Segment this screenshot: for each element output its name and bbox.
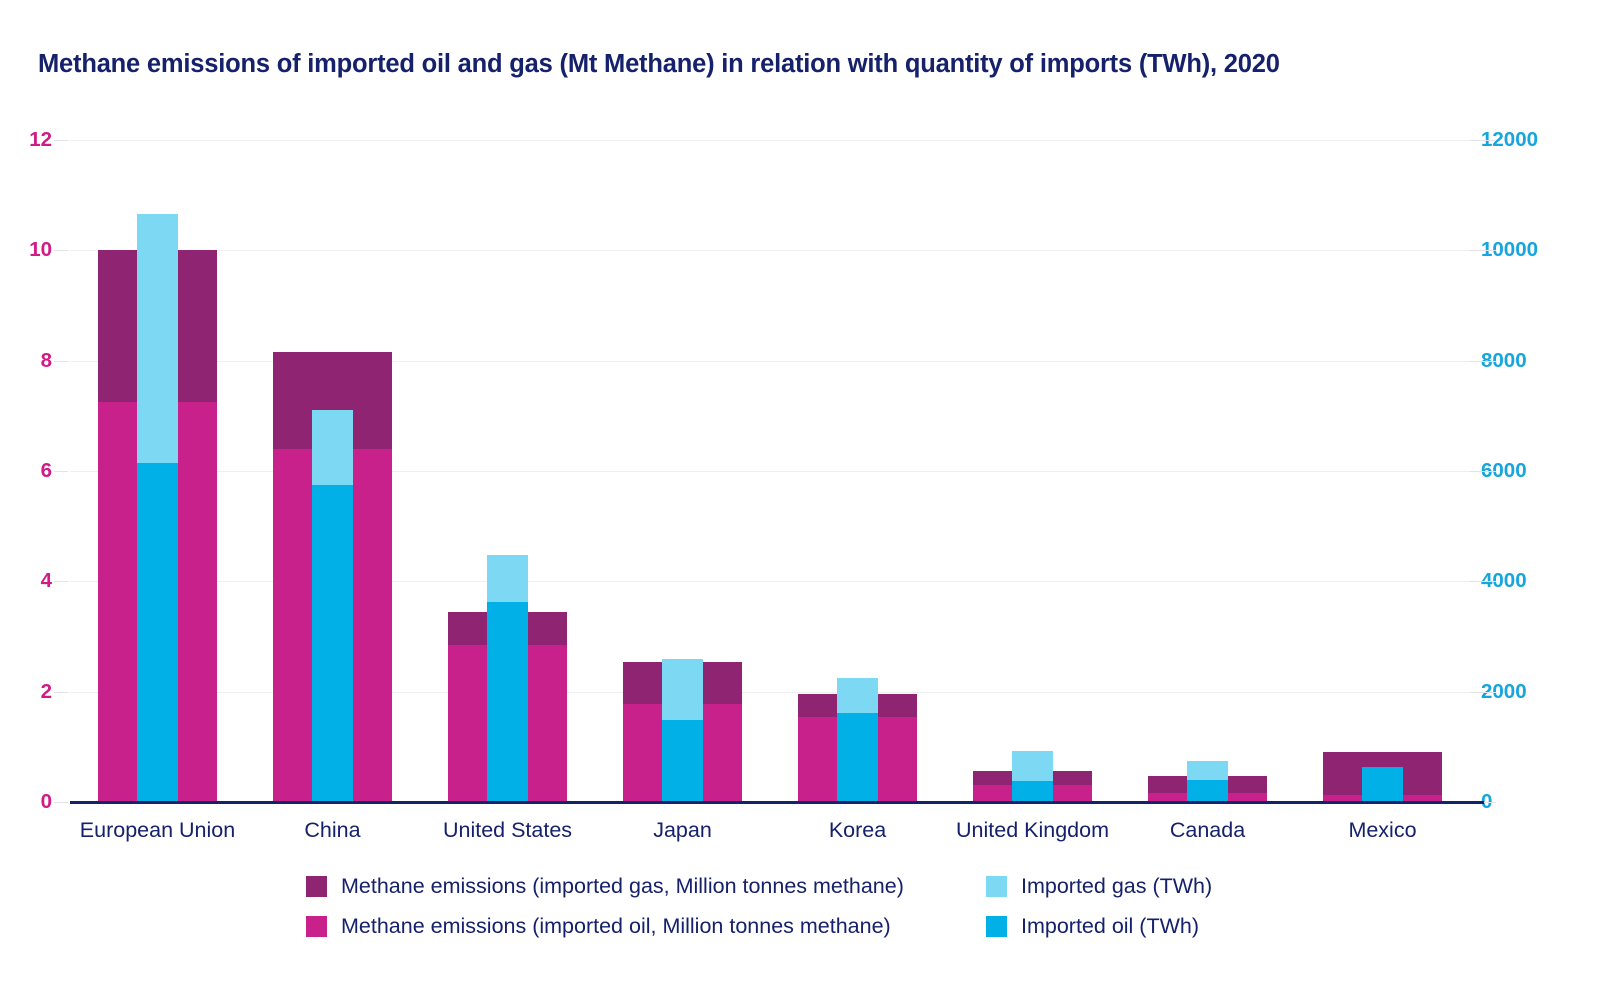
twh-stacked-bar[interactable] (487, 554, 528, 802)
gridline (70, 360, 1470, 362)
bar-group[interactable] (798, 140, 917, 802)
legend-swatch-icon (986, 916, 1007, 938)
legend-oil-methane[interactable]: Methane emissions (imported oil, Million… (306, 914, 891, 938)
y-tick-label-right: 2000 (1481, 679, 1527, 703)
x-tick-label: European Union (79, 818, 236, 842)
bar-group[interactable] (448, 140, 567, 802)
y-tick-label-right: 12000 (1481, 128, 1539, 151)
twh-stacked-bar[interactable] (137, 214, 178, 802)
y-tick-label-left: 0 (40, 790, 52, 813)
bar-segment-gas-twh[interactable] (312, 410, 353, 485)
y-tick-mark-left (54, 581, 68, 583)
legend-swatch-icon (306, 876, 327, 898)
gridline (70, 250, 1470, 252)
y-tick-label-right: 0 (1481, 790, 1492, 814)
y-tick-mark-right (1470, 140, 1496, 141)
x-tick-label: United States (442, 818, 573, 842)
bar-group[interactable] (273, 140, 392, 802)
gridline (70, 471, 1470, 472)
bar-segment-gas-twh[interactable] (1187, 761, 1228, 780)
twh-stacked-bar[interactable] (1362, 766, 1403, 802)
gridline (70, 140, 1470, 141)
bar-group[interactable] (973, 140, 1092, 802)
y-tick-label-right: 4000 (1481, 569, 1527, 593)
y-tick-mark-right (1470, 581, 1496, 583)
y-tick-mark-right (1470, 360, 1496, 362)
y-tick-mark-right (1470, 691, 1496, 693)
legend-gas-methane[interactable]: Methane emissions (imported gas, Million… (306, 874, 904, 898)
bar-segment-gas-twh[interactable] (662, 658, 703, 721)
page-title: Methane emissions of imported oil and ga… (38, 50, 1280, 78)
legend-label: Methane emissions (imported gas, Million… (341, 874, 904, 898)
y-tick-label-left: 10 (29, 238, 52, 262)
x-tick-label: China (304, 818, 361, 842)
bar-segment-gas-twh[interactable] (137, 214, 178, 463)
twh-stacked-bar[interactable] (312, 410, 353, 802)
y-tick-label-left: 12 (29, 128, 52, 151)
legend-swatch-icon (306, 916, 327, 938)
y-tick-mark-left (54, 250, 68, 252)
x-tick-label: Japan (653, 818, 712, 842)
x-axis-labels: European Union China United States Japan Kor… (70, 818, 1470, 854)
x-tick-label: United Kingdom (956, 818, 1109, 842)
x-tick-label: Canada (1169, 818, 1246, 842)
twh-stacked-bar[interactable] (662, 658, 703, 802)
bar-segment-oil-twh[interactable] (312, 484, 353, 802)
bar-group[interactable] (1323, 140, 1442, 802)
x-tick-label: Mexico (1348, 818, 1417, 842)
y-tick-label-left: 4 (40, 569, 52, 593)
y-tick-label-right: 8000 (1481, 348, 1527, 372)
legend-label: Imported oil (TWh) (1021, 914, 1200, 938)
y-tick-mark-left (54, 471, 68, 472)
gridline (70, 581, 1470, 583)
bar-segment-oil-twh[interactable] (662, 720, 703, 802)
y-tick-label-left: 2 (40, 679, 52, 703)
y-tick-mark-left (54, 140, 68, 141)
bar-group[interactable] (623, 140, 742, 802)
bar-segment-gas-twh[interactable] (1012, 750, 1053, 782)
plot-area (54, 140, 1496, 803)
legend-oil-twh[interactable]: Imported oil (TWh) (986, 914, 1200, 938)
y-tick-label-left: 8 (40, 348, 52, 372)
gridline (70, 691, 1470, 693)
y-tick-mark-right (1470, 471, 1496, 472)
legend-label: Methane emissions (imported oil, Million… (341, 914, 891, 938)
bar-segment-oil-twh[interactable] (1187, 779, 1228, 802)
twh-stacked-bar[interactable] (837, 678, 878, 802)
chart-legend: Methane emissions (imported gas, Million… (306, 874, 1306, 956)
bar-group[interactable] (98, 140, 217, 802)
y-tick-label-right: 10000 (1481, 238, 1539, 262)
twh-stacked-bar[interactable] (1187, 761, 1228, 802)
bar-group[interactable] (1148, 140, 1267, 802)
bar-segment-oil-twh[interactable] (137, 462, 178, 802)
y-tick-mark-left (54, 691, 68, 693)
y-tick-label-right: 6000 (1481, 459, 1527, 482)
bar-segment-gas-twh[interactable] (837, 678, 878, 713)
y-axis-right: 0 2000 4000 6000 8000 10000 12000 (1481, 128, 1591, 813)
legend-gas-twh[interactable]: Imported gas (TWh) (986, 874, 1213, 898)
x-axis-baseline (70, 801, 1484, 804)
bar-segment-oil-twh[interactable] (837, 712, 878, 802)
y-tick-mark-right (1470, 250, 1496, 252)
y-axis-left: 0 2 4 6 8 10 12 (18, 128, 52, 813)
twh-stacked-bar[interactable] (1012, 750, 1053, 802)
y-tick-label-left: 6 (40, 459, 52, 482)
x-tick-label: Korea (828, 818, 887, 842)
bar-segment-oil-twh[interactable] (1362, 766, 1403, 802)
bar-segment-oil-twh[interactable] (487, 601, 528, 802)
legend-label: Imported gas (TWh) (1021, 874, 1213, 898)
bar-segment-oil-twh[interactable] (1012, 781, 1053, 802)
y-tick-mark-left (54, 802, 68, 803)
legend-swatch-icon (986, 876, 1007, 898)
bar-segment-gas-twh[interactable] (487, 554, 528, 602)
y-tick-mark-left (54, 360, 68, 362)
